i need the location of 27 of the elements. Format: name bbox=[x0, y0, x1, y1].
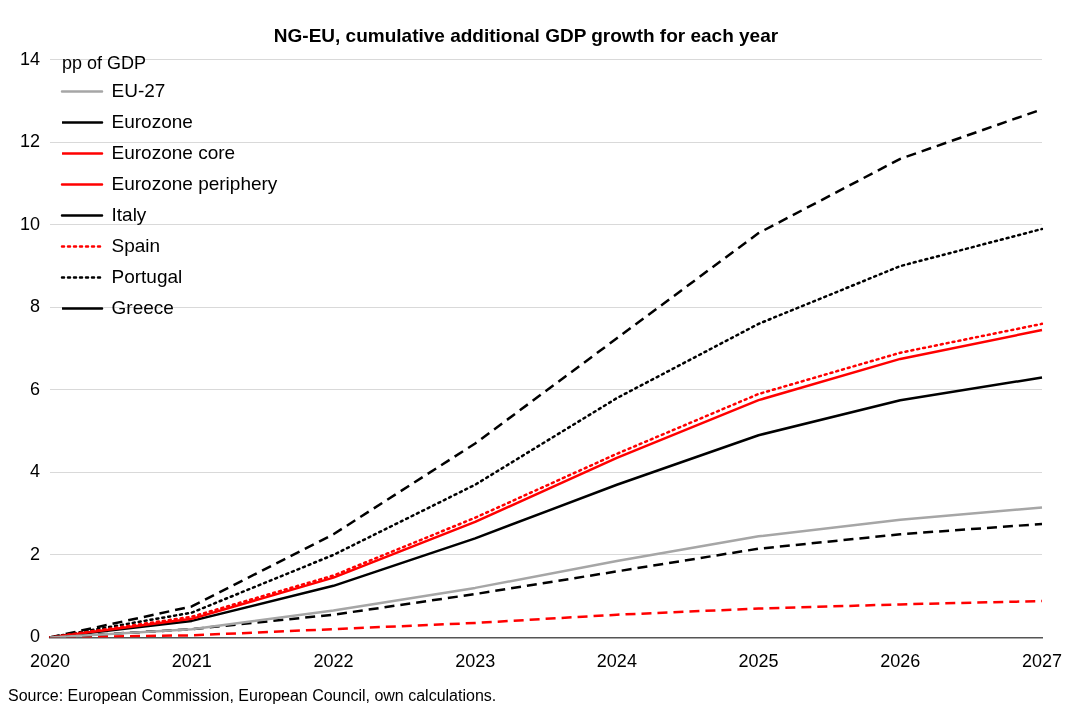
y-tick-label: 8 bbox=[30, 296, 41, 317]
source-note: Source: European Commission, European Council, own calculations. bbox=[8, 687, 497, 705]
y-tick-label: 2 bbox=[30, 543, 41, 564]
y-tick-label: 4 bbox=[30, 461, 41, 482]
legend-label: Spain bbox=[111, 234, 161, 256]
legend-label: Portugal bbox=[111, 265, 183, 287]
x-tick-label: 2027 bbox=[1021, 651, 1063, 672]
x-tick-label: 2026 bbox=[880, 651, 921, 672]
x-tick-label: 2024 bbox=[596, 651, 637, 672]
x-tick-label: 2025 bbox=[738, 651, 779, 672]
x-tick-label: 2021 bbox=[171, 651, 212, 672]
legend-label: Italy bbox=[111, 203, 147, 225]
legend-label: Greece bbox=[111, 296, 174, 318]
legend-label: EU-27 bbox=[111, 79, 166, 101]
y-tick-label: 6 bbox=[30, 378, 41, 399]
y-tick-label: 0 bbox=[30, 626, 41, 647]
legend-label: Eurozone core bbox=[111, 141, 236, 163]
chart-title: NG-EU, cumulative additional GDP growth for each year bbox=[273, 24, 779, 46]
x-tick-label: 2023 bbox=[455, 651, 496, 672]
legend-label: Eurozone periphery bbox=[111, 172, 278, 194]
y-tick-label: 14 bbox=[19, 48, 41, 69]
y-tick-label: 10 bbox=[19, 213, 41, 234]
y-axis-title: pp of GDP bbox=[62, 52, 147, 73]
y-tick-label: 12 bbox=[19, 131, 41, 152]
x-tick-label: 2020 bbox=[30, 651, 71, 672]
x-tick-label: 2022 bbox=[313, 651, 354, 672]
legend-label: Eurozone bbox=[111, 110, 193, 132]
